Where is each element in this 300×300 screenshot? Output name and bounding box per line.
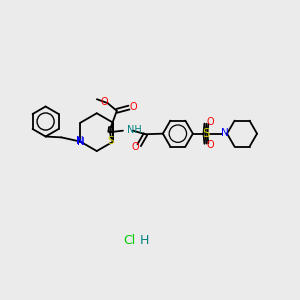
Text: N: N xyxy=(76,136,84,146)
Text: H: H xyxy=(140,233,149,247)
Text: N: N xyxy=(221,128,229,138)
Text: O: O xyxy=(132,142,140,152)
Text: O: O xyxy=(129,102,137,112)
Text: O: O xyxy=(207,117,214,127)
Text: O: O xyxy=(207,140,214,150)
Text: NH: NH xyxy=(127,125,142,135)
Text: S: S xyxy=(202,127,210,140)
Text: N: N xyxy=(77,137,85,147)
Text: Cl: Cl xyxy=(123,233,135,247)
Text: S: S xyxy=(107,136,114,146)
Text: O: O xyxy=(101,97,108,106)
